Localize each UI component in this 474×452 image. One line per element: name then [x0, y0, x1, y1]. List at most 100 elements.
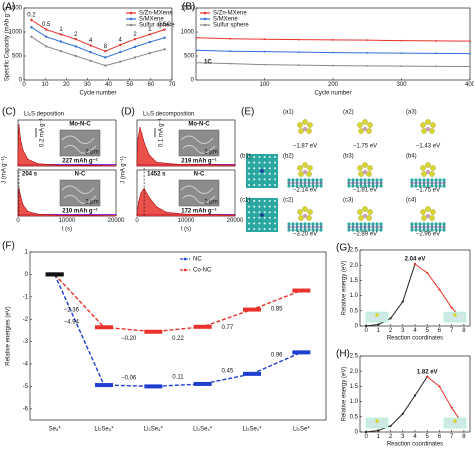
structure-label: (b2) — [283, 154, 294, 160]
lattice-site — [268, 172, 271, 175]
substrate-atom — [347, 178, 351, 182]
step-energy-label: −0.20 — [121, 336, 137, 342]
lattice-site — [248, 228, 250, 230]
binding-energy: −1.75 eV — [416, 188, 440, 194]
lattice-site — [248, 216, 250, 219]
data-point — [148, 51, 151, 55]
data-point — [148, 154, 150, 156]
substrate-atom — [375, 225, 379, 229]
data-point — [139, 126, 141, 128]
lattice-site — [274, 216, 276, 219]
x-tick-label: 2 — [389, 328, 393, 334]
substrate-atom — [295, 225, 299, 229]
legend-marker — [129, 11, 133, 15]
lattice-site — [253, 167, 256, 170]
atom-li — [425, 213, 431, 219]
y-axis-label: J (mA g⁻¹) — [2, 156, 8, 184]
substrate-atom — [291, 181, 295, 185]
peak-time-label: 1452 s — [147, 172, 166, 178]
lattice-site — [253, 205, 256, 208]
series-line — [54, 273, 302, 333]
data-point — [297, 64, 300, 67]
data-point — [30, 35, 33, 38]
x-tick-label: 20000 — [108, 218, 125, 224]
data-point — [401, 300, 404, 303]
panel-label: (B) — [182, 2, 195, 13]
data-point — [27, 210, 29, 212]
substrate-atom — [375, 184, 379, 188]
energy-level — [95, 325, 113, 330]
energy-level — [292, 350, 311, 355]
atom-se — [357, 165, 363, 171]
substrate-atom — [355, 184, 359, 188]
data-point — [297, 38, 300, 41]
data-point — [365, 430, 368, 434]
data-point — [89, 59, 92, 62]
dopant — [260, 169, 264, 173]
atom-se — [430, 209, 436, 215]
y-tick-label: 0.5 — [350, 414, 359, 420]
substrate-atom — [367, 181, 371, 185]
substrate-atom — [379, 184, 383, 188]
atom-se — [358, 171, 364, 177]
data-point — [426, 375, 429, 378]
data-point — [74, 45, 78, 48]
data-point — [143, 142, 145, 144]
lattice-site — [263, 178, 266, 181]
data-point — [137, 137, 139, 139]
atom-se — [421, 215, 427, 221]
lattice-site — [263, 228, 266, 230]
lattice-site — [258, 228, 261, 230]
data-point — [263, 38, 266, 41]
data-point — [18, 187, 20, 189]
lattice-site — [268, 222, 271, 225]
substrate-atom — [347, 222, 351, 226]
substrate-atom — [303, 222, 307, 226]
lattice-site — [263, 200, 266, 202]
data-point — [59, 33, 63, 36]
legend-marker — [129, 17, 133, 21]
substrate-atom — [315, 184, 319, 188]
data-point — [119, 43, 122, 47]
data-point — [27, 158, 29, 160]
step-energy-label: 0.45 — [221, 368, 233, 374]
substrate-atom — [303, 184, 307, 188]
binding-energy: −2.14 eV — [293, 188, 317, 194]
legend-label: S/MXene — [139, 17, 164, 23]
y-tick-label: 1.5 — [350, 278, 359, 284]
substrate-atom — [311, 228, 315, 232]
substrate-atom — [414, 225, 418, 229]
substrate-atom — [434, 222, 438, 226]
legend-label: Co-NC — [193, 268, 212, 274]
substrate-atom — [355, 181, 359, 185]
lattice-site — [274, 211, 276, 214]
rate-label: 2 — [74, 32, 78, 38]
data-point — [143, 187, 145, 189]
rate-label: 1 — [59, 27, 63, 33]
substrate-atom — [359, 181, 363, 185]
atom-se — [366, 128, 372, 134]
lattice-site — [263, 222, 266, 225]
substrate-atom — [422, 178, 426, 182]
data-point — [136, 160, 138, 162]
step-energy-label: −0.06 — [121, 375, 137, 381]
substrate-atom — [307, 178, 311, 182]
x-axis-label: Reaction coordinates — [387, 442, 443, 448]
data-point — [332, 51, 334, 54]
structure-label: (c3) — [343, 198, 353, 204]
data-point — [469, 65, 471, 68]
substrate-atom — [295, 178, 299, 182]
structure-label: (a2) — [343, 110, 354, 116]
data-point — [89, 44, 92, 47]
data-point — [229, 50, 232, 53]
x-tick-label: 10000 — [178, 218, 195, 224]
substrate-atom — [303, 228, 307, 232]
x-tick-label: 30 — [84, 82, 91, 88]
rate-label: 0.5 — [42, 22, 51, 28]
sem-scale-label: 2 μm — [85, 200, 98, 206]
substrate-atom — [418, 184, 422, 188]
y-axis-label: Relative energy (eV) — [342, 367, 348, 422]
data-point — [19, 194, 21, 196]
substrate-atom — [319, 184, 323, 188]
rate-label: 1 — [148, 27, 152, 33]
